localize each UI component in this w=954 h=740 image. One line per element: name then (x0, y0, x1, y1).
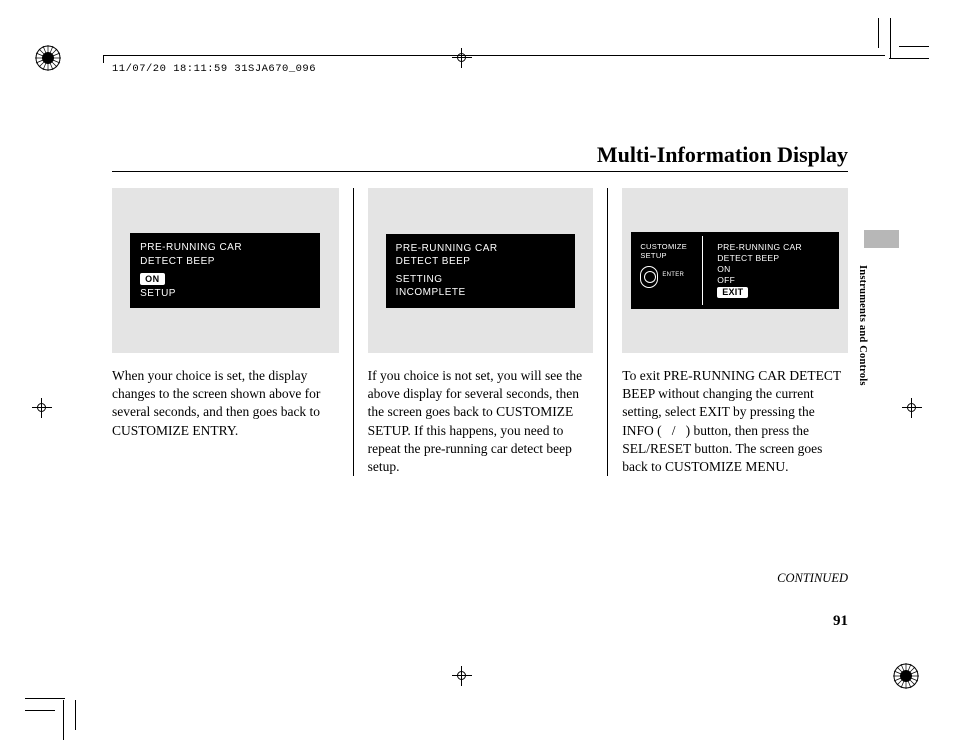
page-title: Multi-Information Display (597, 142, 848, 168)
column-2-body: If you choice is not set, you will see t… (368, 367, 594, 476)
lcd3-r1: PRE-RUNNING CAR (717, 242, 829, 253)
title-rule (112, 171, 848, 172)
content-columns: PRE-RUNNING CAR DETECT BEEP ON SETUP Whe… (112, 188, 848, 476)
header-rule (103, 55, 885, 56)
lcd1-pill-on: ON (140, 273, 165, 285)
crop-cross-left (32, 398, 52, 418)
crop-cross-bottom (452, 666, 472, 686)
registration-mark-br (892, 662, 920, 690)
lcd3-r3: ON (717, 264, 829, 275)
lcd2-line4: INCOMPLETE (396, 286, 566, 300)
lcd2-line3: SETTING (396, 273, 566, 287)
column-2: PRE-RUNNING CAR DETECT BEEP SETTING INCO… (353, 188, 594, 476)
lcd3-r4: OFF (717, 275, 829, 286)
page-number: 91 (833, 613, 848, 630)
column-3: CUSTOMIZE SETUP ENTER PRE-RUNNING CAR DE… (607, 188, 848, 476)
column-1: PRE-RUNNING CAR DETECT BEEP ON SETUP Whe… (112, 188, 339, 476)
dial-icon (640, 266, 658, 288)
lcd3-exit-pill: EXIT (717, 287, 748, 299)
continued-label: CONTINUED (777, 571, 848, 586)
lcd1-line2: DETECT BEEP (140, 255, 310, 269)
lcd3-r2: DETECT BEEP (717, 253, 829, 264)
lcd3-left2: SETUP (640, 251, 697, 260)
registration-mark-tl (34, 44, 62, 72)
crop-cross-right (902, 398, 922, 418)
header-timestamp: 11/07/20 18:11:59 31SJA670_096 (112, 63, 316, 75)
lcd1-line3: SETUP (140, 287, 310, 301)
lcd2-line2: DETECT BEEP (396, 255, 566, 269)
lcd-figure-3: CUSTOMIZE SETUP ENTER PRE-RUNNING CAR DE… (622, 188, 848, 353)
side-tab (864, 230, 899, 248)
lcd-figure-2: PRE-RUNNING CAR DETECT BEEP SETTING INCO… (368, 188, 594, 353)
lcd3-enter: ENTER (662, 272, 684, 280)
lcd2-line1: PRE-RUNNING CAR (396, 242, 566, 256)
section-label: Instruments and Controls (857, 265, 868, 386)
header-tick-left (103, 55, 104, 63)
crop-cross-top (452, 48, 472, 68)
column-3-body: To exit PRE-RUNNING CAR DETECT BEEP with… (622, 367, 848, 476)
lcd-figure-1: PRE-RUNNING CAR DETECT BEEP ON SETUP (112, 188, 339, 353)
lcd1-line1: PRE-RUNNING CAR (140, 241, 310, 255)
column-1-body: When your choice is set, the display cha… (112, 367, 339, 440)
lcd3-left1: CUSTOMIZE (640, 242, 697, 251)
